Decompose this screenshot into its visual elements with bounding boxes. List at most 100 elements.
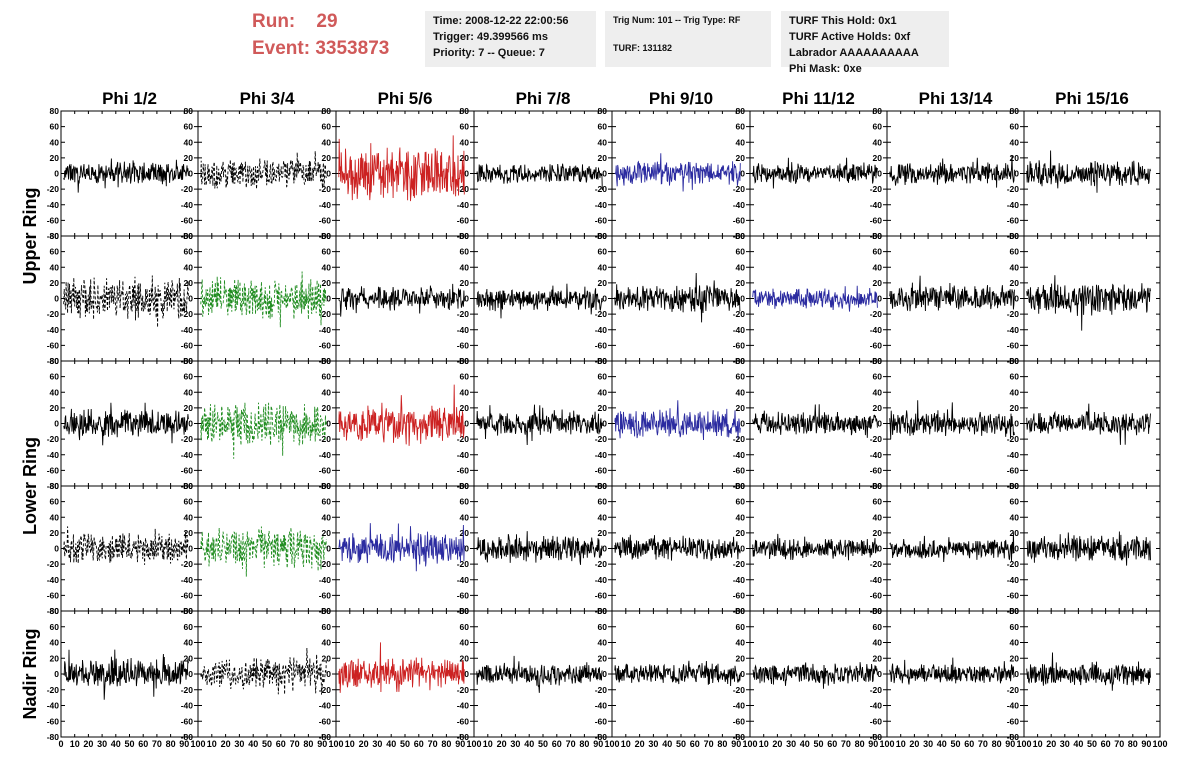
x-tick-label: 100: [190, 739, 205, 749]
column-header: Phi 1/2: [102, 89, 157, 108]
y-tick-label: 60: [50, 372, 60, 382]
y-tick-label: 20: [184, 153, 194, 163]
y-tick-label: -60: [457, 215, 470, 225]
event-value: 3353873: [315, 38, 390, 59]
y-tick-label: -40: [1007, 701, 1020, 711]
x-tick-label: 30: [510, 739, 520, 749]
y-tick-label: -60: [47, 215, 60, 225]
y-tick-label: -40: [1007, 200, 1020, 210]
y-tick-label: 0: [877, 294, 882, 304]
y-tick-label: 60: [598, 622, 608, 632]
y-tick-label: -40: [319, 450, 332, 460]
y-tick-label: 60: [1010, 622, 1020, 632]
y-tick-label: -60: [1007, 340, 1020, 350]
y-tick-label: 20: [598, 153, 608, 163]
y-tick-label: -40: [181, 575, 194, 585]
y-tick-label: 40: [322, 137, 332, 147]
y-tick-label: 40: [322, 387, 332, 397]
y-tick-label: -20: [319, 685, 332, 695]
waveform-trace: [476, 283, 603, 319]
x-tick-label: 40: [800, 739, 810, 749]
y-tick-label: -60: [870, 215, 883, 225]
y-tick-label: -40: [595, 325, 608, 335]
y-tick-label: -20: [47, 685, 60, 695]
x-tick-label: 100: [328, 739, 343, 749]
column-header: Phi 15/16: [1055, 89, 1129, 108]
x-tick-label: 20: [497, 739, 507, 749]
x-tick-label: 10: [345, 739, 355, 749]
y-tick-label: -20: [870, 184, 883, 194]
waveform-trace: [614, 272, 741, 323]
waveform-trace: [1026, 275, 1151, 331]
y-tick-label: 20: [598, 528, 608, 538]
y-tick-label: 20: [1010, 153, 1020, 163]
y-tick-label: -20: [595, 685, 608, 695]
y-tick-label: 60: [736, 622, 746, 632]
ring-label: Upper Ring: [20, 188, 40, 285]
y-tick-label: 20: [50, 403, 60, 413]
y-tick-label: 60: [873, 622, 883, 632]
x-tick-label: 60: [552, 739, 562, 749]
y-tick-label: 80: [873, 481, 883, 491]
x-tick-label: 100: [604, 739, 619, 749]
y-tick-label: 60: [184, 122, 194, 132]
y-tick-label: -60: [319, 340, 332, 350]
run-line: Run: 29: [252, 8, 422, 35]
y-tick-label: -60: [181, 716, 194, 726]
y-tick-label: 40: [184, 638, 194, 648]
y-tick-label: -20: [457, 434, 470, 444]
y-tick-label: 60: [736, 122, 746, 132]
y-tick-label: 0: [326, 169, 331, 179]
x-tick-label: 100: [742, 739, 757, 749]
y-tick-label: 60: [322, 122, 332, 132]
y-tick-label: -80: [870, 732, 883, 742]
waveform-trace: [200, 151, 327, 190]
y-tick-label: -40: [319, 701, 332, 711]
y-tick-label: 80: [50, 106, 60, 116]
y-tick-label: 80: [873, 231, 883, 241]
y-tick-label: -20: [319, 559, 332, 569]
y-tick-label: 0: [877, 169, 882, 179]
x-tick-label: 50: [262, 739, 272, 749]
x-tick-label: 70: [978, 739, 988, 749]
y-tick-label: 40: [50, 262, 60, 272]
y-tick-label: 80: [873, 356, 883, 366]
y-tick-label: 20: [1010, 653, 1020, 663]
x-tick-label: 70: [841, 739, 851, 749]
y-tick-label: -40: [1007, 325, 1020, 335]
y-tick-label: 60: [460, 122, 470, 132]
event-label: Event:: [252, 38, 311, 59]
run-value: 29: [316, 11, 338, 32]
y-tick-label: -60: [47, 340, 60, 350]
y-tick-label: -40: [457, 325, 470, 335]
y-tick-label: 0: [464, 294, 469, 304]
y-tick-label: -40: [595, 701, 608, 711]
x-tick-label: 80: [166, 739, 176, 749]
x-tick-label: 20: [83, 739, 93, 749]
y-tick-label: 80: [873, 106, 883, 116]
x-tick-label: 80: [717, 739, 727, 749]
y-tick-label: -60: [870, 716, 883, 726]
y-tick-label: -20: [457, 309, 470, 319]
y-tick-label: 60: [184, 622, 194, 632]
waveform-trace: [752, 157, 878, 189]
y-tick-label: 80: [1010, 606, 1020, 616]
x-tick-label: 30: [923, 739, 933, 749]
waveform-trace: [614, 153, 741, 192]
y-tick-label: -20: [1007, 434, 1020, 444]
y-tick-label: -20: [870, 685, 883, 695]
x-tick-label: 20: [772, 739, 782, 749]
x-tick-label: 40: [248, 739, 258, 749]
y-tick-label: 0: [464, 544, 469, 554]
run-event-box: Run: 29 Event: 3353873: [252, 8, 422, 66]
y-tick-label: -40: [181, 450, 194, 460]
column-header: Phi 3/4: [240, 89, 295, 108]
y-tick-label: 60: [322, 622, 332, 632]
y-tick-label: 20: [50, 278, 60, 288]
y-tick-label: 0: [188, 669, 193, 679]
y-tick-label: 20: [1010, 278, 1020, 288]
x-tick-label: 100: [879, 739, 894, 749]
panel-frame: [473, 235, 613, 362]
x-tick-label: 70: [704, 739, 714, 749]
y-tick-label: -40: [595, 575, 608, 585]
